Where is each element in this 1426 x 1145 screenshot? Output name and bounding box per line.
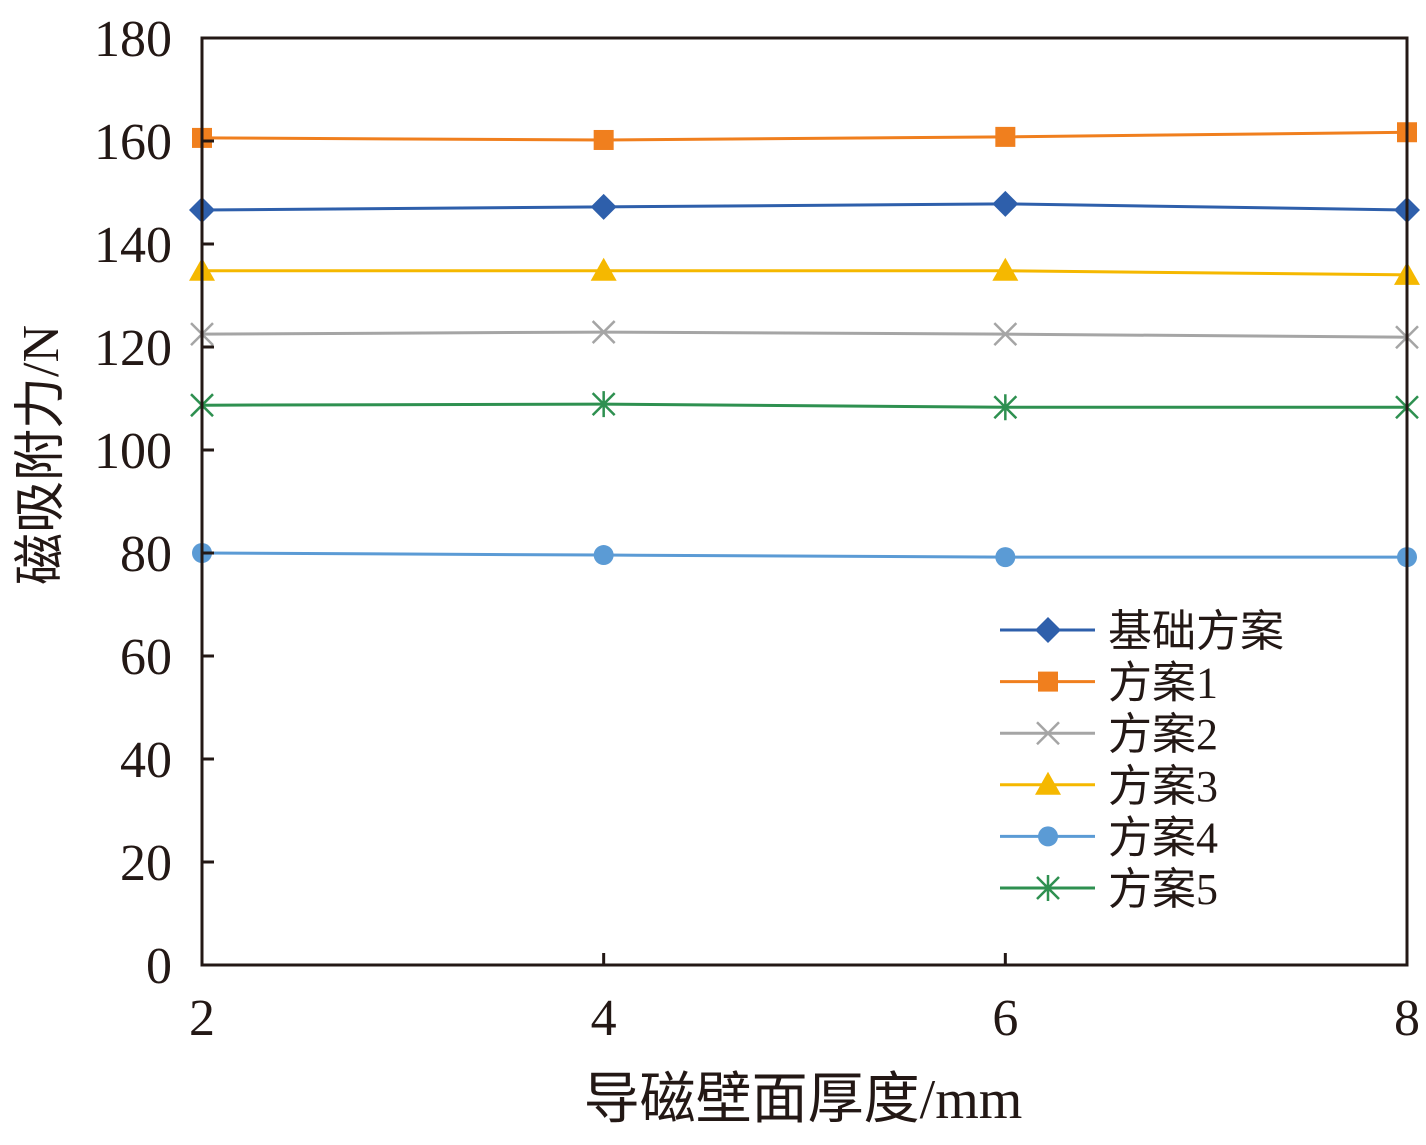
x-axis-label: 导磁壁面厚度/mm — [584, 1069, 1023, 1131]
triangle-marker — [1035, 771, 1061, 795]
triangle-marker — [590, 257, 617, 281]
series-方案2 — [190, 320, 1419, 350]
y-tick-label: 0 — [146, 938, 172, 995]
series-layer — [189, 122, 1420, 568]
circle-marker — [593, 545, 614, 566]
axes-layer: 0 20 40 60 80 100 120 140 160 180 2 4 6 8 — [94, 11, 1420, 1047]
y-tick-label: 180 — [94, 11, 172, 68]
legend-label: 基础方案 — [1108, 607, 1284, 656]
x-marker — [993, 322, 1018, 347]
x-marker — [591, 320, 616, 344]
legend-item: 基础方案 — [1000, 607, 1284, 656]
legend-label: 方案1 — [1108, 659, 1218, 708]
legend-item: 方案4 — [1000, 813, 1218, 862]
y-axis-label: 磁吸附力/N — [13, 325, 70, 585]
series-方案3 — [189, 257, 1420, 285]
y-tick-label: 160 — [94, 114, 172, 171]
x-tick-label: 6 — [992, 990, 1018, 1047]
circle-marker — [1038, 826, 1058, 847]
y-tick-label: 40 — [120, 732, 172, 789]
legend-item: 方案5 — [1000, 865, 1218, 914]
star-marker — [993, 394, 1018, 421]
legend-label: 方案4 — [1108, 813, 1218, 862]
series-line — [201, 551, 1407, 559]
square-marker — [995, 126, 1016, 147]
y-tick-label: 20 — [120, 835, 172, 892]
series-line — [202, 269, 1408, 277]
diamond-marker — [590, 193, 617, 220]
series-方案4 — [192, 543, 1417, 568]
series-line — [201, 330, 1408, 339]
diamond-marker — [992, 190, 1019, 217]
square-marker — [1038, 671, 1058, 692]
series-基础方案 — [189, 190, 1420, 224]
x-tick-label: 8 — [1394, 990, 1420, 1047]
y-tick-label: 120 — [94, 320, 172, 377]
square-marker — [593, 129, 614, 150]
y-tick-label: 80 — [120, 526, 172, 583]
circle-marker — [995, 547, 1016, 568]
series-方案5 — [190, 391, 1419, 421]
series-line — [201, 402, 1407, 409]
diamond-marker — [1035, 617, 1061, 643]
legend-label: 方案2 — [1108, 710, 1218, 759]
star-marker — [1036, 875, 1060, 901]
legend-label: 方案3 — [1108, 762, 1218, 811]
x-tick-label: 2 — [189, 990, 215, 1047]
y-tick-label: 140 — [94, 217, 172, 274]
legend-item: 方案3 — [1000, 762, 1218, 811]
legend-item: 方案1 — [1000, 659, 1218, 708]
y-tick-label: 100 — [94, 423, 172, 480]
triangle-marker — [992, 257, 1019, 281]
series-line — [201, 202, 1408, 212]
y-tick-label: 60 — [120, 629, 172, 686]
legend-label: 方案5 — [1108, 865, 1218, 914]
series-方案1 — [192, 122, 1417, 150]
x-tick-label: 4 — [591, 990, 617, 1047]
legend-item: 方案2 — [1000, 710, 1218, 759]
star-marker — [591, 391, 616, 418]
plot-frame — [200, 36, 1409, 967]
x-marker — [1036, 721, 1060, 746]
series-line — [201, 130, 1408, 142]
